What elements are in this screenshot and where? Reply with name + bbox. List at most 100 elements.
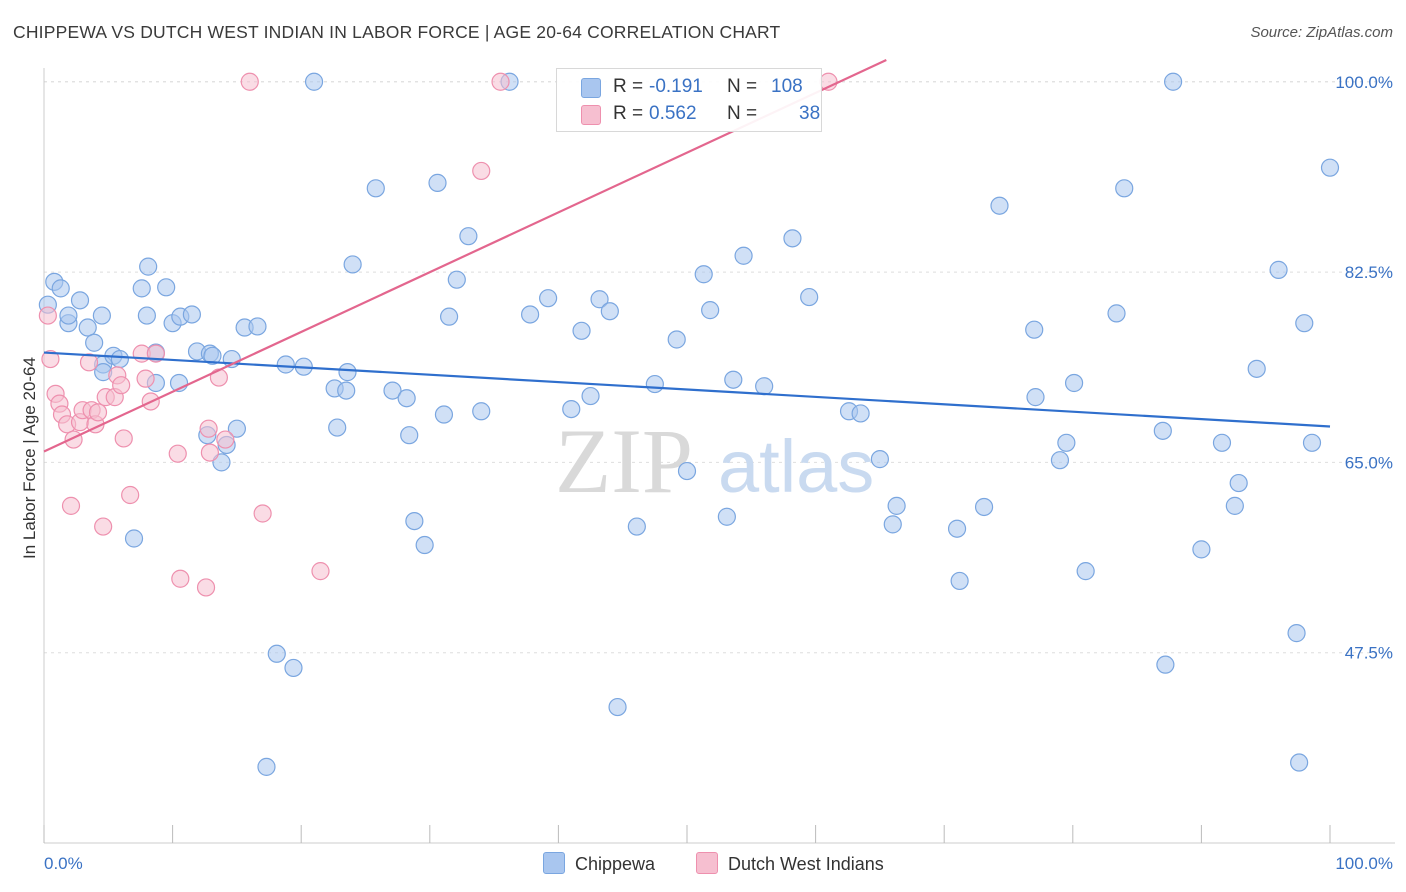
bottom-legend-dutch-west-indians[interactable]: Dutch West Indians (696, 852, 884, 875)
legend-n-label: N = (727, 76, 758, 97)
point-chippewa (539, 289, 558, 308)
point-chippewa (110, 349, 129, 369)
point-chippewa (328, 418, 347, 437)
point-dutch-west-indians (168, 444, 187, 463)
point-chippewa (1164, 72, 1183, 91)
point-chippewa (1107, 304, 1126, 323)
point-chippewa (182, 305, 201, 324)
point-chippewa (415, 535, 434, 555)
point-dutch-west-indians (199, 419, 218, 438)
point-dutch-west-indians (253, 504, 272, 523)
watermark-atlas: atlas (718, 425, 874, 508)
point-chippewa (227, 419, 246, 438)
point-chippewa (59, 306, 78, 325)
point-chippewa (1025, 320, 1044, 339)
legend-r-value: -0.191 (649, 76, 703, 97)
point-chippewa (1295, 314, 1314, 333)
point-chippewa (1287, 624, 1306, 643)
point-chippewa (257, 757, 276, 776)
point-chippewa (1050, 451, 1070, 470)
point-chippewa (627, 517, 646, 536)
point-chippewa (990, 196, 1009, 215)
point-dutch-west-indians (61, 496, 81, 515)
point-chippewa (701, 301, 720, 320)
point-chippewa (343, 255, 362, 274)
bottom-legend-label-dutch-west-indians: Dutch West Indians (728, 854, 884, 874)
point-chippewa (1269, 260, 1288, 279)
point-dutch-west-indians (209, 368, 228, 387)
point-chippewa (383, 381, 402, 400)
point-chippewa (276, 355, 295, 374)
point-chippewa (92, 306, 111, 325)
point-chippewa (851, 404, 870, 423)
point-dutch-west-indians (136, 369, 155, 388)
point-dutch-west-indians (240, 72, 259, 91)
legend-swatch-dutch-west-indians (581, 105, 601, 125)
point-chippewa (677, 461, 697, 481)
point-dutch-west-indians (472, 161, 491, 181)
point-chippewa (472, 402, 491, 421)
point-chippewa (887, 496, 906, 515)
point-chippewa (338, 363, 357, 382)
watermark-zip: ZIP (555, 410, 693, 512)
point-chippewa (132, 279, 151, 298)
bottom-legend-chippewa[interactable]: Chippewa (543, 852, 655, 875)
legend-swatch-chippewa (581, 78, 601, 98)
point-dutch-west-indians (114, 429, 133, 448)
point-chippewa (974, 497, 994, 517)
point-chippewa (800, 287, 819, 307)
point-chippewa (521, 305, 540, 324)
point-chippewa (212, 453, 231, 472)
gridlines (44, 81, 1395, 654)
point-dutch-west-indians (94, 517, 113, 536)
point-chippewa (562, 399, 581, 419)
point-chippewa (1026, 388, 1045, 407)
point-chippewa (1115, 179, 1134, 198)
point-chippewa (600, 302, 619, 321)
point-chippewa (667, 330, 686, 349)
bottom-legend-label-chippewa: Chippewa (575, 854, 656, 874)
point-chippewa (137, 306, 156, 325)
point-dutch-west-indians (196, 578, 216, 597)
legend-n-label: N = (727, 103, 758, 124)
tick-labels: 47.5% 65.0% 82.5% 100.0% 0.0% 100.0% (44, 73, 1393, 873)
y-tick-label: 65.0% (1345, 453, 1393, 472)
legend-r-label: R = (613, 76, 644, 97)
point-chippewa (284, 658, 303, 678)
point-chippewa (755, 377, 774, 396)
point-chippewa (572, 321, 591, 340)
point-chippewa (645, 374, 664, 394)
point-chippewa (157, 278, 176, 297)
x-tick-label: 0.0% (44, 854, 83, 873)
point-chippewa (405, 511, 424, 531)
point-chippewa (434, 405, 454, 424)
legend-r-value: 0.562 (649, 103, 697, 124)
point-chippewa (439, 307, 459, 326)
point-dutch-west-indians (200, 443, 219, 462)
point-chippewa (248, 317, 267, 336)
point-chippewa (267, 644, 286, 663)
point-chippewa (1156, 655, 1175, 674)
axes (43, 68, 1395, 844)
point-dutch-west-indians (121, 485, 140, 505)
point-chippewa (947, 519, 967, 538)
point-chippewa (85, 333, 104, 352)
point-chippewa (1153, 421, 1172, 440)
y-tick-label: 47.5% (1345, 644, 1393, 663)
legend-r-label: R = (613, 103, 644, 124)
point-dutch-west-indians (88, 403, 108, 422)
point-chippewa (1225, 496, 1244, 515)
legend-n-value: 38 (799, 103, 821, 124)
point-chippewa (883, 515, 902, 534)
legend-box: R = -0.191 N = 108 R = 0.562 N = 38 (556, 68, 822, 132)
points (38, 72, 1340, 776)
point-chippewa (1229, 473, 1248, 493)
watermark: ZIP atlas (555, 410, 874, 512)
point-chippewa (724, 370, 743, 389)
legend-n-value: 108 (771, 76, 803, 97)
point-chippewa (124, 529, 144, 548)
point-chippewa (783, 229, 802, 248)
point-chippewa (950, 571, 969, 591)
point-chippewa (366, 179, 385, 198)
